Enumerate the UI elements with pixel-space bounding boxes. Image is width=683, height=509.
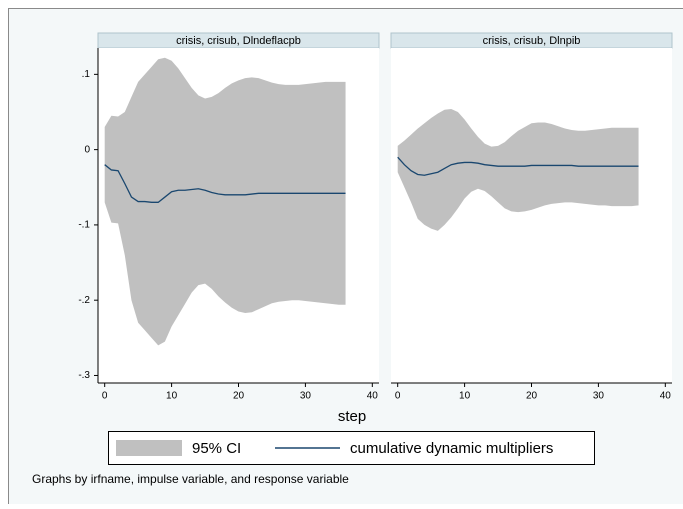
panel-title: crisis, crisub, Dlnpib xyxy=(483,35,581,47)
x-tick-label: 10 xyxy=(459,391,471,402)
x-tick-label: 20 xyxy=(233,391,245,402)
x-tick-label: 40 xyxy=(660,391,672,402)
y-tick-label: -.1 xyxy=(78,220,90,231)
y-tick-label: -.3 xyxy=(78,370,90,381)
note: Graphs by irfname, impulse variable, and… xyxy=(32,472,349,486)
x-tick-label: 10 xyxy=(166,391,178,402)
x-tick-label: 30 xyxy=(300,391,312,402)
x-tick-label: 30 xyxy=(593,391,605,402)
x-tick-label: 20 xyxy=(526,391,538,402)
y-tick-label: .1 xyxy=(82,69,91,80)
x-tick-label: 40 xyxy=(367,391,379,402)
y-tick-label: -.2 xyxy=(78,295,90,306)
panel-title: crisis, crisub, Dlndeflacpb xyxy=(176,35,301,47)
x-axis-label: step xyxy=(338,408,366,425)
legend-label: cumulative dynamic multipliers xyxy=(350,440,553,457)
x-tick-label: 0 xyxy=(395,391,401,402)
x-tick-label: 0 xyxy=(102,391,108,402)
legend-label: 95% CI xyxy=(192,440,241,457)
legend-swatch xyxy=(116,440,182,456)
y-tick-label: 0 xyxy=(84,144,90,155)
